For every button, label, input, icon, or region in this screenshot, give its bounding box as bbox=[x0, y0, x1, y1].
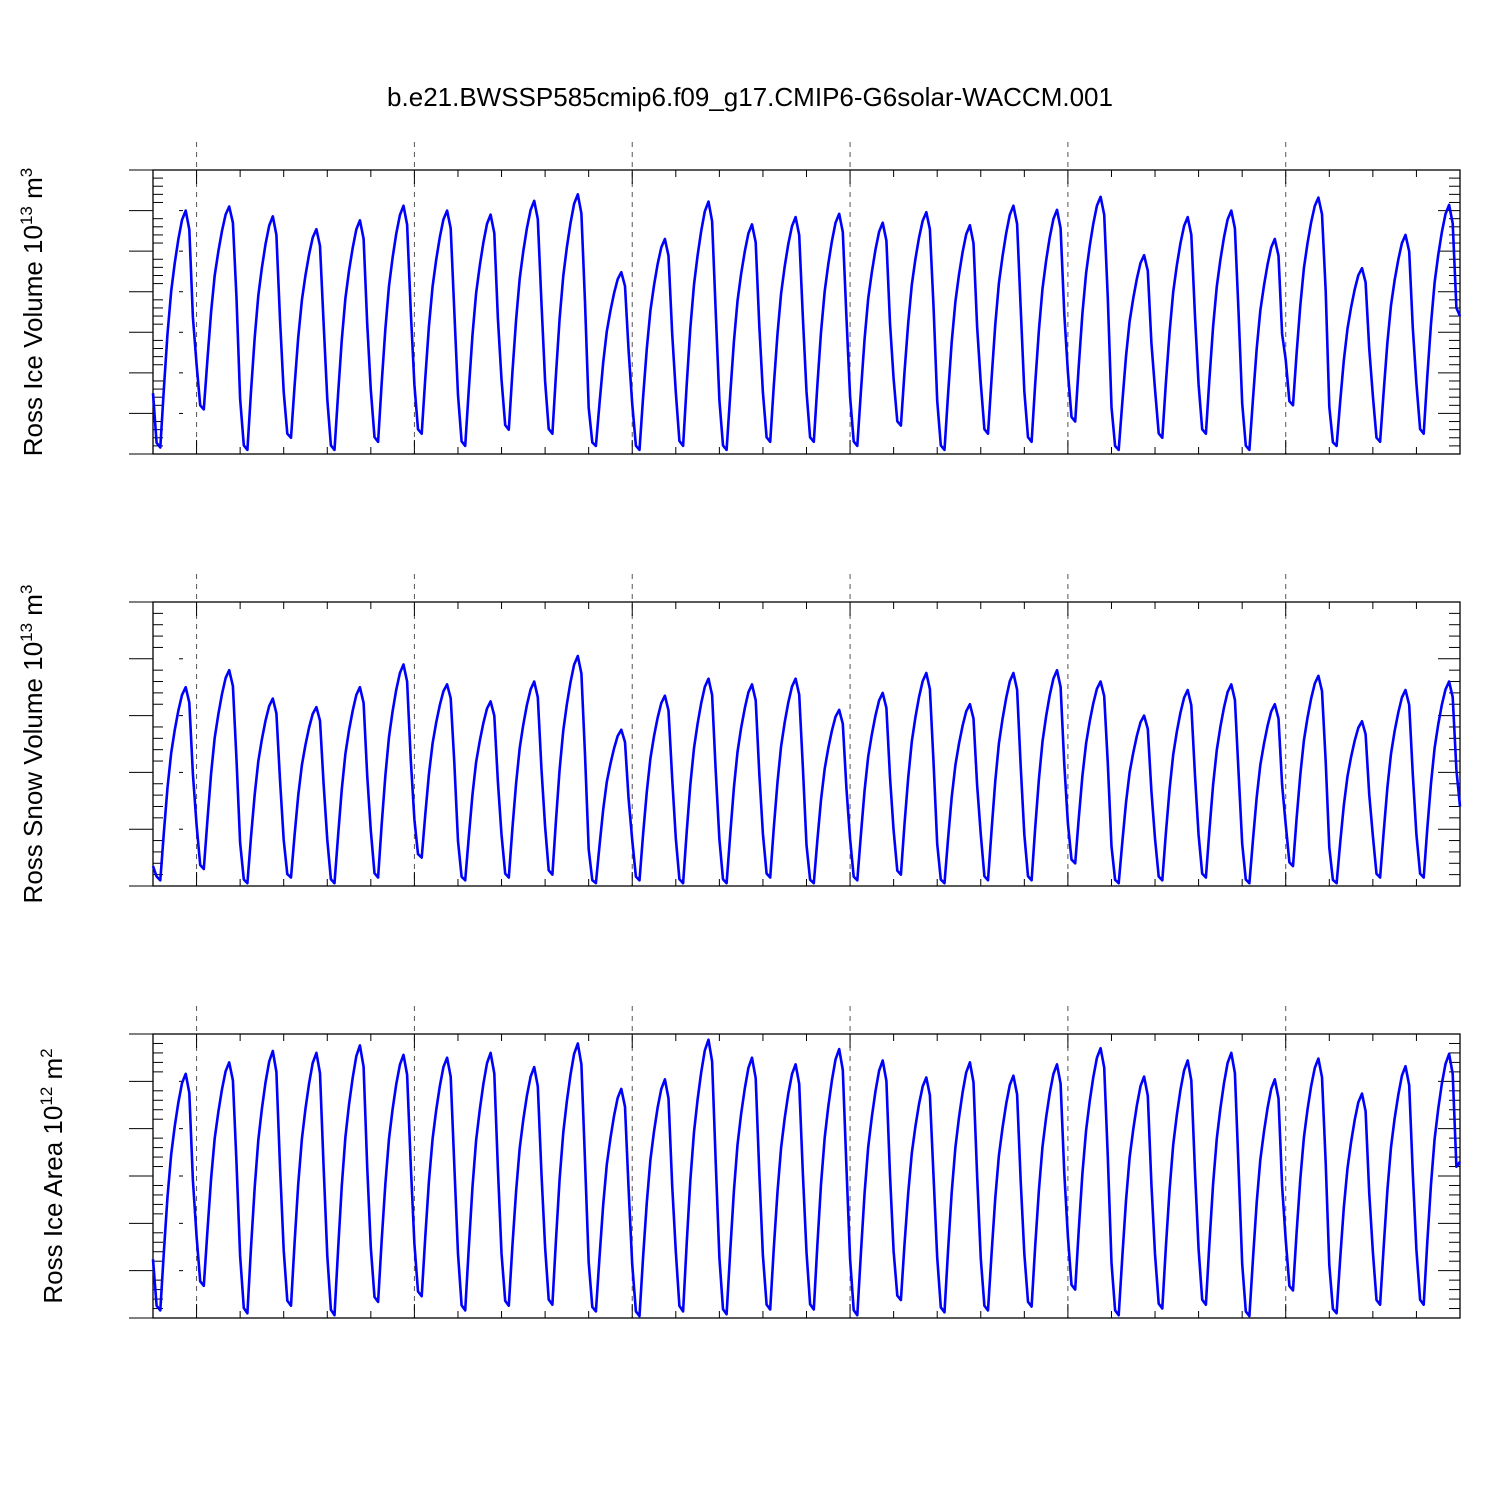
series-line bbox=[151, 193, 1462, 452]
y-axis-title: Ross Ice Volume 1013 m3 bbox=[17, 168, 48, 457]
panel-ross-snow-volume: Ross Snow Volume 1013 m3 bbox=[17, 574, 1462, 904]
plot-frame bbox=[152, 169, 1461, 455]
y-axis-title: Ross Snow Volume 1013 m3 bbox=[17, 585, 48, 904]
series-line bbox=[151, 654, 1462, 885]
panel-ross-ice-volume: Ross Ice Volume 1013 m3 bbox=[17, 142, 1462, 457]
chart-title: b.e21.BWSSP585cmip6.f09_g17.CMIP6-G6sola… bbox=[387, 82, 1113, 112]
y-axis-title: Ross Ice Area 1012 m2 bbox=[37, 1048, 68, 1303]
series-line bbox=[151, 1038, 1462, 1318]
plot-frame bbox=[152, 1033, 1461, 1319]
panel-ross-ice-area: Ross Ice Area 1012 m2 bbox=[37, 1006, 1462, 1319]
